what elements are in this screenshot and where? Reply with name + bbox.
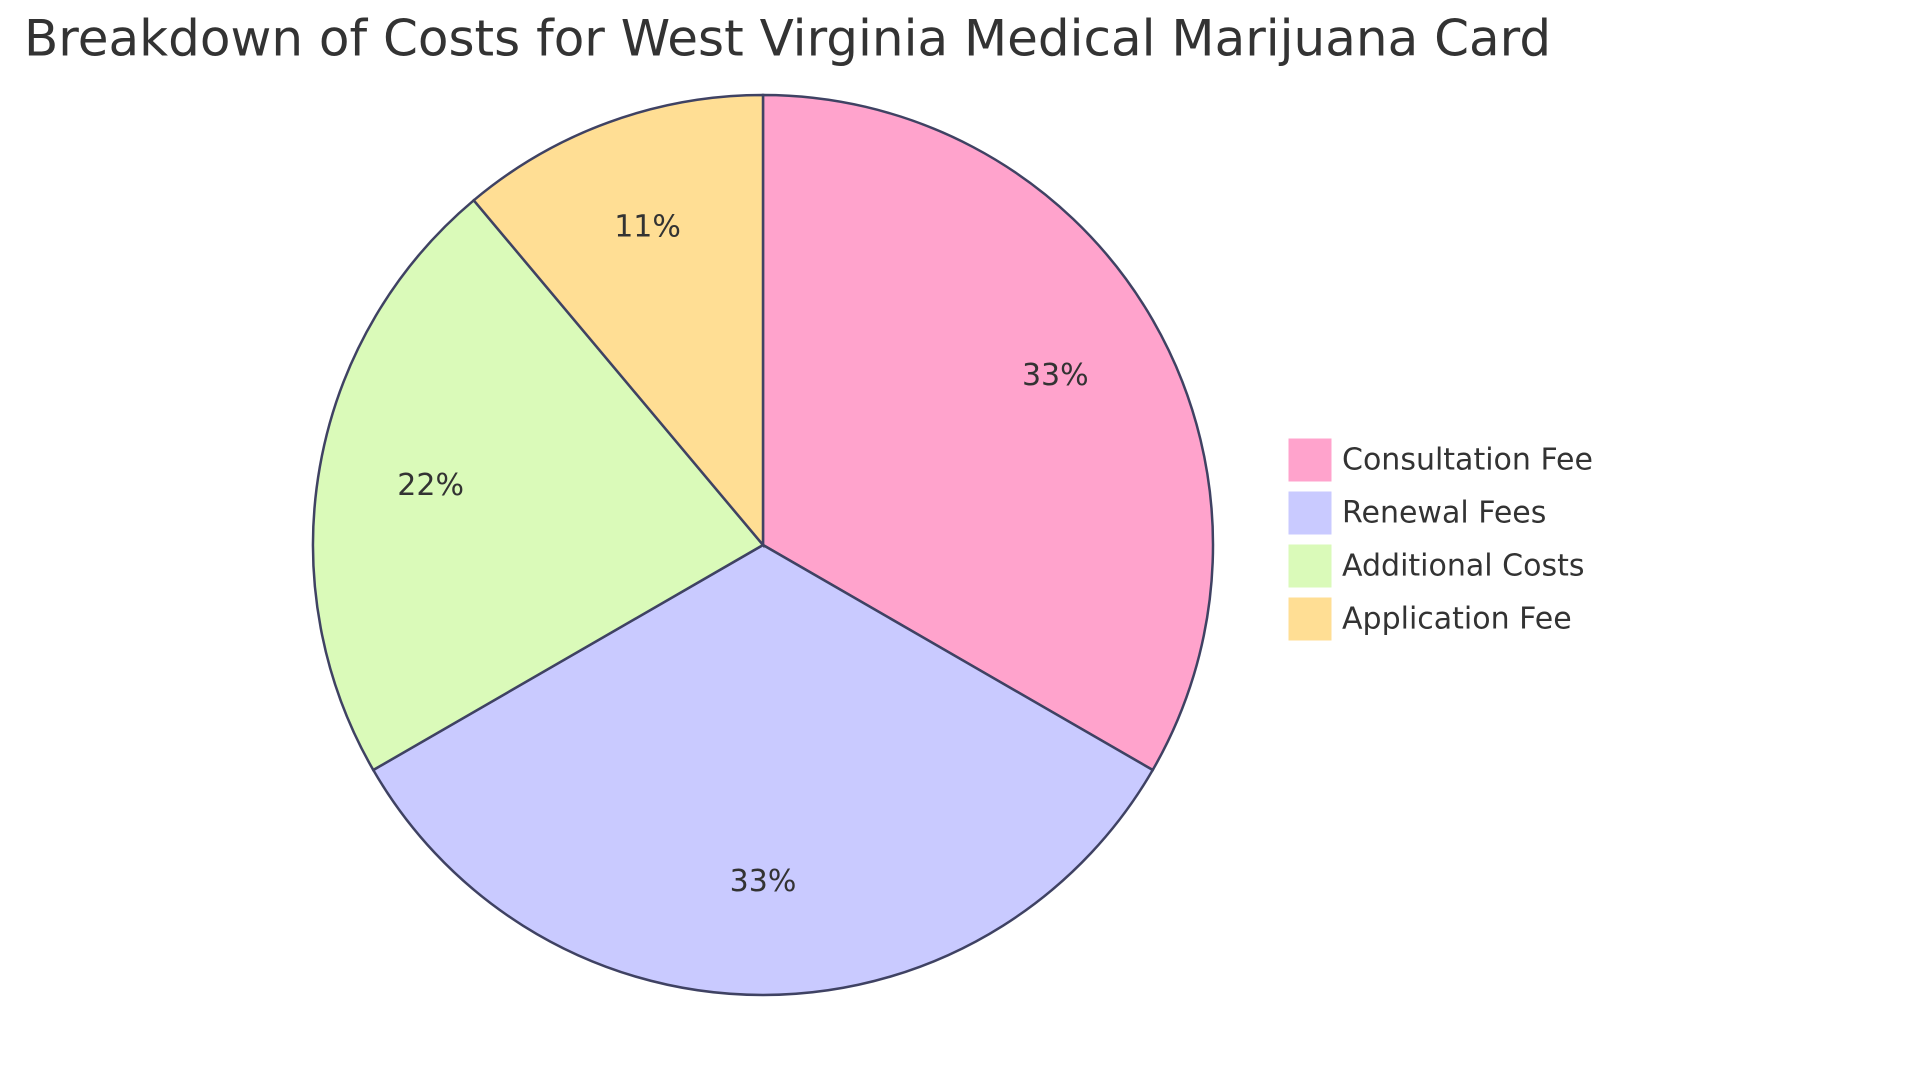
slice-label: 33%	[1022, 358, 1089, 393]
legend-swatch	[1287, 543, 1333, 589]
legend-swatch	[1287, 437, 1333, 483]
legend-text: Renewal Fees	[1342, 496, 1546, 531]
pie-slice	[471, 93, 765, 549]
legend-swatch	[1287, 596, 1333, 642]
pie-slice	[371, 543, 1155, 997]
legend-text: Consultation Fee	[1342, 443, 1593, 478]
pie-slice	[311, 198, 765, 772]
legend-text: Application Fee	[1342, 602, 1572, 637]
slice-label: 11%	[614, 209, 681, 244]
legend-swatch	[1287, 490, 1333, 536]
pie-slice	[761, 93, 1215, 772]
slice-label: 22%	[397, 468, 464, 503]
legend-text: Additional Costs	[1342, 549, 1584, 584]
slice-label: 33%	[730, 864, 797, 899]
chart-title: Breakdown of Costs for West Virginia Med…	[24, 10, 1551, 68]
